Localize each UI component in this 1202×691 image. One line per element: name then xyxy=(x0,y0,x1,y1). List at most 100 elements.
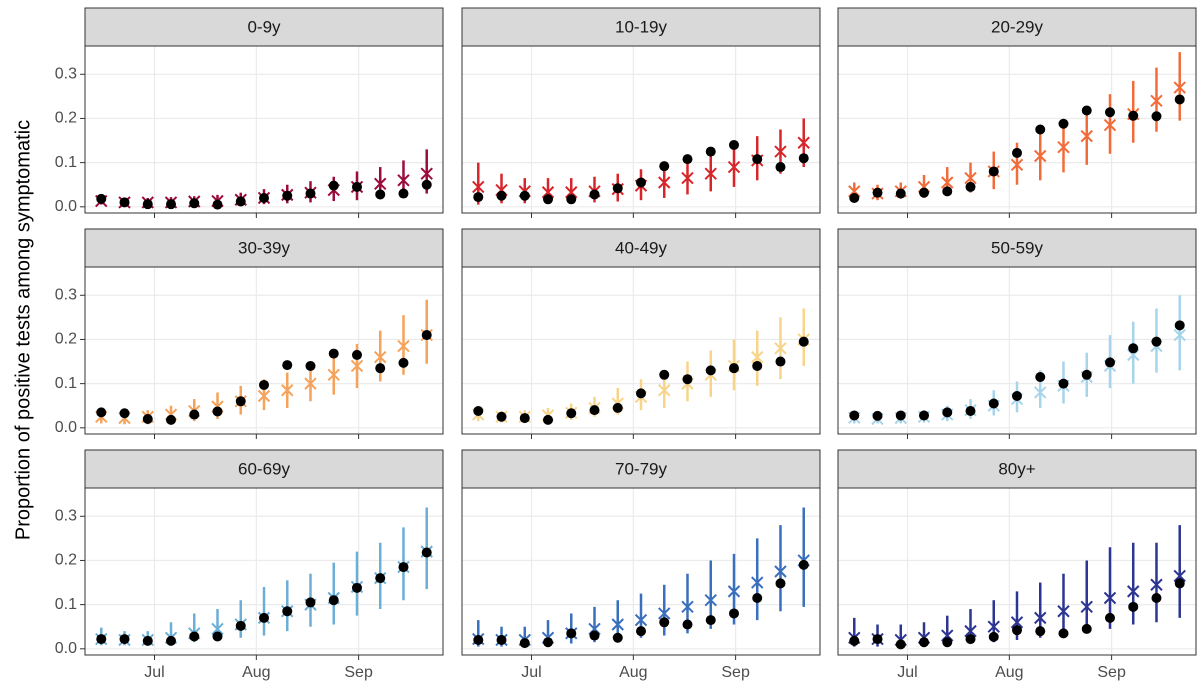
observed-point xyxy=(351,582,362,593)
observed-point xyxy=(589,189,600,200)
panel-title: 20-29y xyxy=(991,17,1043,36)
observed-point xyxy=(142,635,153,646)
observed-point xyxy=(519,190,530,201)
observed-point xyxy=(1081,623,1092,634)
observed-point xyxy=(849,635,860,646)
x-tick-label: Aug xyxy=(995,664,1023,681)
estimate-point xyxy=(987,620,1000,633)
panel-border xyxy=(84,45,444,214)
strip-background xyxy=(837,228,1197,268)
estimate-point xyxy=(420,167,433,180)
observed-point xyxy=(259,379,269,390)
observed-point xyxy=(1081,369,1092,380)
observed-point xyxy=(543,414,554,425)
observed-point xyxy=(965,634,976,645)
panel-background xyxy=(85,46,443,213)
estimate-point xyxy=(774,342,787,355)
observed-point xyxy=(775,162,786,173)
panel-title: 10-19y xyxy=(615,17,667,36)
panel-title: 50-59y xyxy=(991,238,1043,257)
strip-background xyxy=(84,228,444,268)
x-tick-label: Jul xyxy=(521,664,541,681)
estimate-point xyxy=(1010,158,1024,172)
estimate-point xyxy=(658,176,671,189)
observed-point xyxy=(659,161,670,172)
observed-point xyxy=(589,630,600,641)
observed-point xyxy=(1081,105,1092,116)
observed-point xyxy=(566,628,577,639)
y-tick-label: 0.3 xyxy=(55,65,77,82)
estimate-point xyxy=(541,186,555,199)
observed-point xyxy=(1174,94,1185,105)
strip-background xyxy=(461,7,821,47)
observed-point xyxy=(212,199,223,210)
y-tick-label: 0.0 xyxy=(55,419,77,436)
panel-border xyxy=(84,266,444,435)
estimate-point xyxy=(1034,386,1047,399)
panel-title: 60-69y xyxy=(238,459,290,478)
observed-point xyxy=(798,153,809,164)
observed-point xyxy=(212,406,223,417)
observed-point xyxy=(682,374,693,385)
estimate-point xyxy=(565,186,578,199)
estimate-point xyxy=(751,576,764,589)
observed-point xyxy=(421,330,432,341)
observed-point xyxy=(282,606,293,617)
observed-point xyxy=(1035,626,1046,637)
observed-point xyxy=(1174,578,1185,589)
estimate-point xyxy=(397,339,410,353)
observed-point xyxy=(1012,391,1022,402)
observed-point xyxy=(1104,357,1115,368)
observed-point xyxy=(849,410,860,421)
observed-point xyxy=(636,388,646,399)
estimate-point xyxy=(1080,600,1093,614)
observed-point xyxy=(1151,593,1162,604)
observed-point xyxy=(566,194,577,205)
observed-point xyxy=(798,559,809,570)
observed-point xyxy=(473,634,484,645)
estimate-point xyxy=(1080,129,1093,143)
estimate-point xyxy=(964,171,977,185)
panel-title: 80y+ xyxy=(998,459,1035,478)
estimate-point xyxy=(350,359,364,373)
observed-point xyxy=(895,188,906,199)
observed-point xyxy=(636,626,646,637)
observed-point xyxy=(328,595,339,606)
panel-border xyxy=(461,487,821,656)
estimate-point xyxy=(941,176,954,189)
panel-title: 30-39y xyxy=(238,238,290,257)
observed-point xyxy=(398,188,409,199)
estimate-point xyxy=(327,368,340,382)
x-tick-label: Jul xyxy=(144,664,164,681)
x-tick-label: Sep xyxy=(721,664,750,681)
observed-point xyxy=(612,402,623,413)
observed-point xyxy=(189,631,200,642)
estimate-point xyxy=(211,622,224,636)
panel-background xyxy=(838,46,1196,213)
y-tick-label: 0.1 xyxy=(55,596,77,613)
x-tick-label: Aug xyxy=(619,664,647,681)
panel-border xyxy=(837,45,1197,214)
observed-point xyxy=(421,547,432,558)
estimate-point xyxy=(1034,149,1047,163)
estimate-point xyxy=(634,613,648,627)
strip-background xyxy=(84,7,444,47)
observed-point xyxy=(849,192,860,203)
observed-point xyxy=(1128,601,1139,612)
y-tick-label: 0.3 xyxy=(55,286,77,303)
observed-point xyxy=(942,186,953,197)
estimate-point xyxy=(727,585,741,598)
panel-title: 40-49y xyxy=(615,238,667,257)
observed-point xyxy=(705,146,716,157)
observed-point xyxy=(752,154,763,165)
panel-border xyxy=(461,266,821,435)
estimate-point xyxy=(374,350,387,364)
estimate-point xyxy=(774,145,787,158)
observed-point xyxy=(872,410,883,421)
observed-point xyxy=(282,360,293,371)
estimate-point xyxy=(774,565,787,578)
observed-point xyxy=(682,154,693,165)
observed-point xyxy=(682,619,693,630)
observed-point xyxy=(166,635,177,646)
observed-point xyxy=(189,409,200,420)
